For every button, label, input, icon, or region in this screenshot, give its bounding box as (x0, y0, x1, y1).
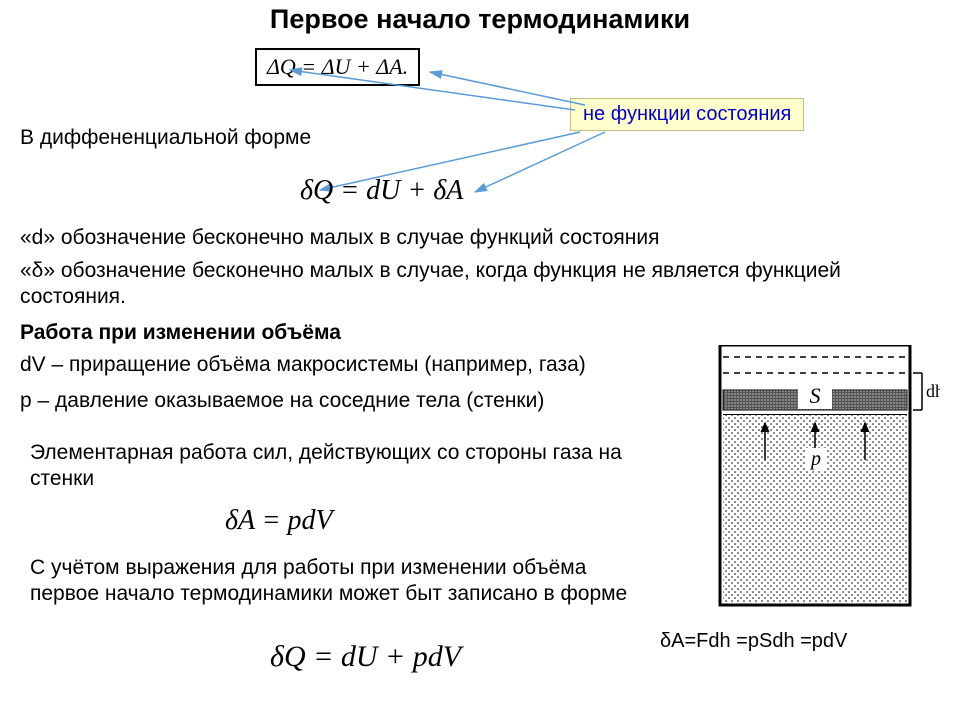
para-d-notation: «d» обозначение бесконечно малых в случа… (20, 225, 920, 251)
para-differential-form: В диффененциальной форме (20, 125, 311, 151)
equation-dA: δA = pdV (225, 505, 333, 537)
diagram-label-dh: dh (926, 381, 940, 401)
equation-chain: δA=Fdh =pSdh =pdV (660, 630, 847, 653)
para-final-form: С учётом выражения для работы при измене… (30, 555, 630, 608)
para-delta-notation: «δ» обозначение бесконечно малых в случа… (20, 258, 920, 311)
equation-box-main: ΔQ = ΔU + ΔA. (255, 48, 420, 86)
para-elementary-work: Элементарная работа сил, действующих со … (30, 440, 650, 493)
page-title: Первое начало термодинамики (0, 4, 960, 35)
para-dV: dV – приращение объёма макросистемы (нап… (20, 352, 720, 378)
para-p: p – давление оказываемое на соседние тел… (20, 388, 720, 414)
heading-work-volume: Работа при изменении объёма (20, 320, 341, 346)
equation-differential: δQ = dU + δA (300, 175, 463, 207)
equation-final: δQ = dU + pdV (270, 640, 461, 674)
diagram-label-S: S (810, 383, 821, 408)
piston-diagram: S dh p (710, 345, 940, 615)
diagram-label-p: p (809, 448, 821, 470)
callout-not-state-functions: не функции состояния (570, 98, 804, 131)
